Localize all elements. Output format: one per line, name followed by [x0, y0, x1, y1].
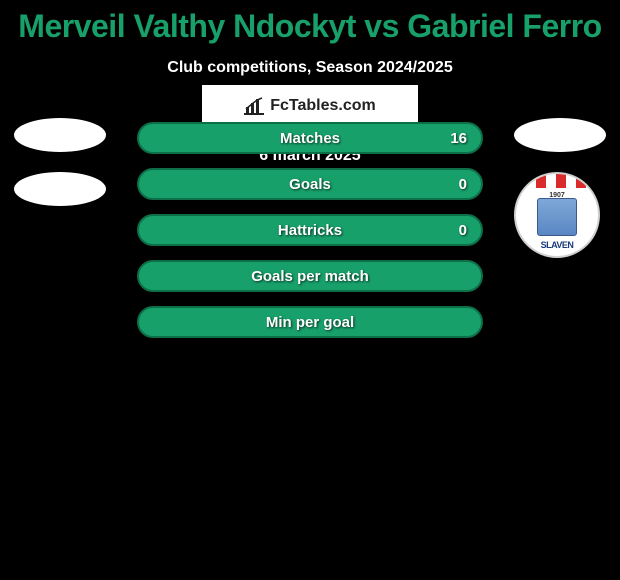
- stat-label: Min per goal: [266, 314, 354, 331]
- player-avatar-placeholder: [514, 118, 606, 152]
- stat-row: Hattricks 0: [137, 214, 483, 246]
- stat-label: Goals: [289, 176, 331, 193]
- club-badge: 1907 SLAVEN: [514, 172, 600, 258]
- stat-right-value: 0: [459, 222, 467, 239]
- badge-name: SLAVEN: [516, 240, 598, 250]
- stat-right-value: 0: [459, 176, 467, 193]
- chart-icon: [244, 97, 264, 115]
- stat-right-value: 16: [450, 130, 467, 147]
- stat-row: Min per goal: [137, 306, 483, 338]
- stat-label: Matches: [280, 130, 340, 147]
- brand-box: FcTables.com: [202, 85, 418, 127]
- stat-row: Goals per match: [137, 260, 483, 292]
- stat-row: Matches 16: [137, 122, 483, 154]
- stat-row: Goals 0: [137, 168, 483, 200]
- stat-label: Goals per match: [251, 268, 369, 285]
- stat-label: Hattricks: [278, 222, 342, 239]
- page-title: Merveil Valthy Ndockyt vs Gabriel Ferro: [0, 0, 620, 45]
- brand-text: FcTables.com: [270, 97, 376, 115]
- right-player-avatars: 1907 SLAVEN: [514, 118, 606, 258]
- club-avatar-placeholder: [14, 172, 106, 206]
- stats-container: Matches 16 Goals 0 Hattricks 0 Goals per match…: [137, 122, 483, 352]
- player-avatar-placeholder: [14, 118, 106, 152]
- subtitle: Club competitions, Season 2024/2025: [0, 59, 620, 77]
- left-player-avatars: [14, 118, 106, 226]
